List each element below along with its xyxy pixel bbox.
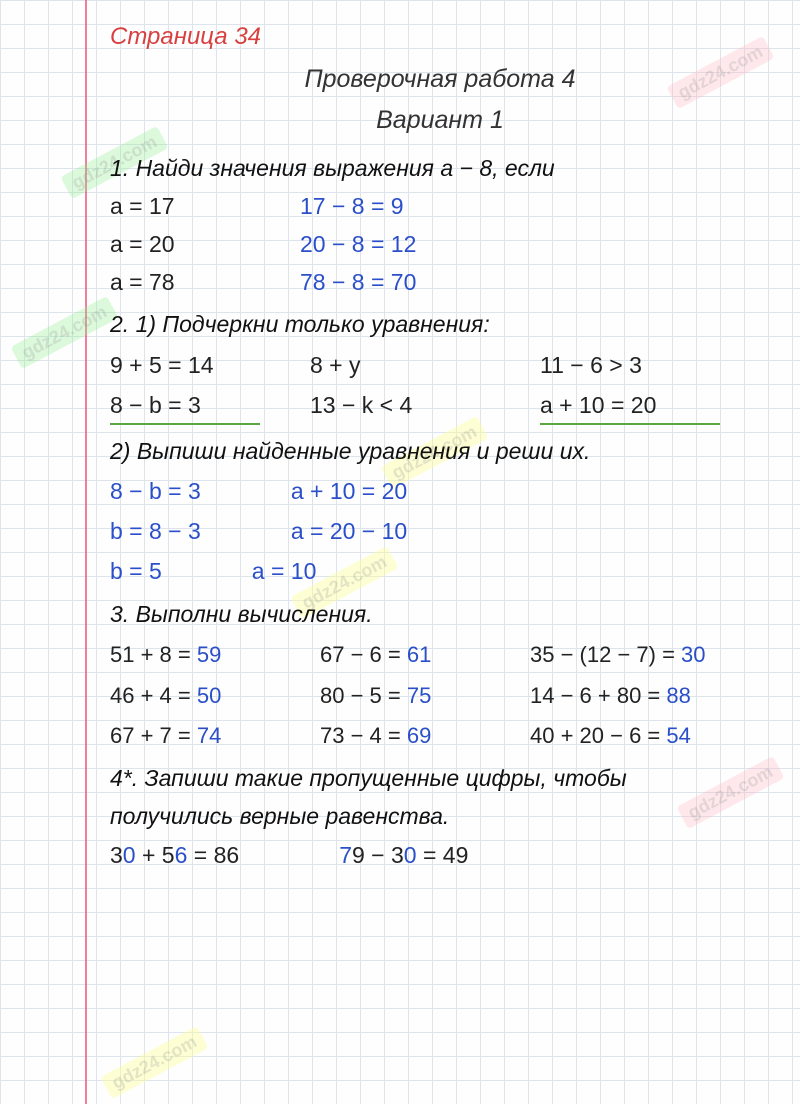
expr-underlined: 8 − b = 3 (110, 389, 260, 425)
task-1-row: a = 20 20 − 8 = 12 (110, 228, 770, 260)
task-4-label-1: 4*. Запиши такие пропущенные цифры, чтоб… (110, 762, 770, 794)
calc-expr: 35 − (12 − 7) = (530, 642, 681, 667)
eq-part: 9 − 3 (352, 842, 404, 868)
task-3-label: 3. Выполни вычисления. (110, 598, 770, 630)
calc-expr: 51 + 8 = (110, 642, 197, 667)
calc-ans: 54 (666, 723, 690, 748)
task4-eq2: 79 − 30 = 49 (339, 839, 468, 871)
task1-calc: 20 − 8 = 12 (300, 228, 416, 260)
calc-cell: 40 + 20 − 6 = 54 (530, 721, 750, 752)
calc-expr: 14 − 6 + 80 = (530, 683, 666, 708)
eq-part: 3 (110, 842, 123, 868)
task4-eq1: 30 + 56 = 86 (110, 839, 239, 871)
calc-cell: 35 − (12 − 7) = 30 (530, 640, 750, 671)
worksheet-variant: Вариант 1 (110, 103, 770, 138)
calc-ans: 61 (407, 642, 431, 667)
calc-expr: 67 − 6 = (320, 642, 407, 667)
page-content: Страница 34 Проверочная работа 4 Вариант… (0, 0, 800, 897)
task-1-label: 1. Найди значения выражения a − 8, если (110, 152, 770, 184)
task3-row: 51 + 8 = 59 67 − 6 = 61 35 − (12 − 7) = … (110, 640, 770, 671)
task1-a: a = 20 (110, 228, 260, 260)
expr-underlined: a + 10 = 20 (540, 389, 720, 425)
eq-ans: 0 (404, 842, 417, 868)
task3-row: 46 + 4 = 50 80 − 5 = 75 14 − 6 + 80 = 88 (110, 681, 770, 712)
calc-cell: 46 + 4 = 50 (110, 681, 290, 712)
eq-part: = 49 (417, 842, 469, 868)
task2-2-row: b = 8 − 3 a = 20 − 10 (110, 515, 770, 547)
eq-ans: 7 (339, 842, 352, 868)
solve-left: b = 8 − 3 (110, 515, 201, 547)
calc-expr: 67 + 7 = (110, 723, 197, 748)
eq-part: = 86 (187, 842, 239, 868)
calc-expr: 73 − 4 = (320, 723, 407, 748)
task2-1-row1: 9 + 5 = 14 8 + y 11 − 6 > 3 (110, 349, 770, 381)
task1-calc: 78 − 8 = 70 (300, 266, 416, 298)
calc-expr: 46 + 4 = (110, 683, 197, 708)
calc-ans: 75 (407, 683, 431, 708)
calc-ans: 59 (197, 642, 221, 667)
solve-right: a + 10 = 20 (291, 475, 407, 507)
calc-cell: 14 − 6 + 80 = 88 (530, 681, 750, 712)
task1-a: a = 78 (110, 266, 260, 298)
task1-a: a = 17 (110, 190, 260, 222)
eq-ans: 6 (175, 842, 188, 868)
calc-ans: 50 (197, 683, 221, 708)
solve-left: b = 5 (110, 555, 162, 587)
solve-right: a = 10 (252, 555, 317, 587)
calc-ans: 69 (407, 723, 431, 748)
task-4-label-2: получились верные равенства. (110, 800, 770, 832)
calc-cell: 67 + 7 = 74 (110, 721, 290, 752)
expr: 11 − 6 > 3 (540, 349, 720, 381)
calc-expr: 40 + 20 − 6 = (530, 723, 666, 748)
eq-ans: 0 (123, 842, 136, 868)
eq-part: + 5 (136, 842, 175, 868)
task-1-row: a = 78 78 − 8 = 70 (110, 266, 770, 298)
task-2-2-label: 2) Выпиши найденные уравнения и реши их. (110, 435, 770, 467)
task1-calc: 17 − 8 = 9 (300, 190, 404, 222)
calc-ans: 74 (197, 723, 221, 748)
calc-ans: 30 (681, 642, 705, 667)
task-2-1-label: 2. 1) Подчеркни только уравнения: (110, 308, 770, 340)
calc-ans: 88 (666, 683, 690, 708)
task4-equations: 30 + 56 = 86 79 − 30 = 49 (110, 839, 770, 871)
task2-2-row: 8 − b = 3 a + 10 = 20 (110, 475, 770, 507)
task2-2-row: b = 5 a = 10 (110, 555, 770, 587)
calc-cell: 67 − 6 = 61 (320, 640, 500, 671)
task2-1-row2: 8 − b = 3 13 − k < 4 a + 10 = 20 (110, 389, 770, 425)
calc-cell: 80 − 5 = 75 (320, 681, 500, 712)
expr: 13 − k < 4 (310, 389, 490, 421)
task3-row: 67 + 7 = 74 73 − 4 = 69 40 + 20 − 6 = 54 (110, 721, 770, 752)
worksheet-title: Проверочная работа 4 (110, 62, 770, 97)
expr: 9 + 5 = 14 (110, 349, 260, 381)
calc-cell: 73 − 4 = 69 (320, 721, 500, 752)
calc-cell: 51 + 8 = 59 (110, 640, 290, 671)
solve-right: a = 20 − 10 (291, 515, 407, 547)
calc-expr: 80 − 5 = (320, 683, 407, 708)
task-1-row: a = 17 17 − 8 = 9 (110, 190, 770, 222)
page-title: Страница 34 (110, 20, 770, 54)
solve-left: 8 − b = 3 (110, 475, 201, 507)
expr: 8 + y (310, 349, 490, 381)
